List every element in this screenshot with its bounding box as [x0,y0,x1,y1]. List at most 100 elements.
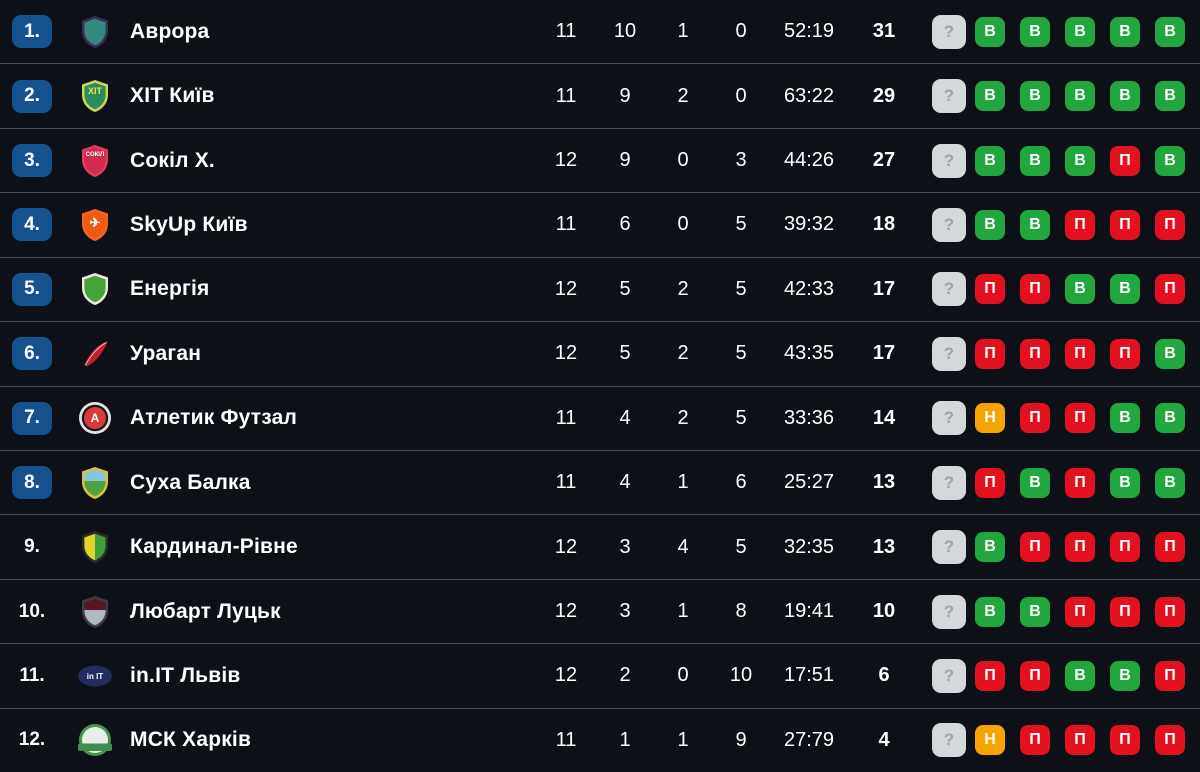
stat-draws: 2 [677,277,689,300]
form-win-icon: В [1110,16,1140,47]
stat-goal-ratio: 42:33 [783,277,835,300]
stat-losses: 9 [735,728,747,751]
table-row-11[interactable]: 11. in IT in.IT Львів 12 2 0 10 17:51 6 … [0,644,1200,709]
stat-losses: 0 [735,84,747,107]
stat-goal-ratio: 17:51 [783,664,835,687]
form-loss-icon: П [1155,209,1185,240]
form-history: ? В В П П П [932,207,1185,242]
svg-text:in IT: in IT [87,672,104,681]
rank-badge: 3. [12,144,52,178]
team-name[interactable]: Ураган [130,341,202,365]
table-row-2[interactable]: 2. ХІТ ХІТ Київ 11 9 2 0 63:22 29 ? В В В В В [0,64,1200,129]
stat-wins: 5 [619,342,631,365]
table-row-3[interactable]: 3. СОКІЛ Сокіл Х. 12 9 0 3 44:26 27 ? В В В… [0,129,1200,194]
team-name[interactable]: SkyUp Київ [130,212,248,236]
stat-goal-ratio: 63:22 [783,84,835,107]
table-row-6[interactable]: 6. Ураган 12 5 2 5 43:35 17 ? П П П П В [0,322,1200,387]
form-loss-icon: П [1155,596,1185,627]
table-row-5[interactable]: 5. Енергія 12 5 2 5 42:33 17 ? П П В В П [0,258,1200,323]
form-win-icon: В [1155,467,1185,498]
form-win-icon: В [1020,467,1050,498]
stat-wins: 5 [619,277,631,300]
stat-draws: 1 [677,728,689,751]
form-history: ? В В В В В [932,14,1185,49]
stat-games-played: 12 [554,664,578,687]
form-loss-icon: П [1110,145,1140,176]
team-name[interactable]: ХІТ Київ [130,84,215,108]
stat-draws: 0 [677,213,689,236]
rank-badge: 1. [12,15,52,49]
form-history: ? П П В В П [932,272,1185,307]
form-history: ? В П П П П [932,530,1185,565]
stat-draws: 1 [677,471,689,494]
form-history: ? В В В В В [932,79,1185,114]
svg-text:СОКІЛ: СОКІЛ [86,152,104,158]
team-name[interactable]: Енергія [130,277,210,301]
table-row-12[interactable]: 12. МСК Харків 11 1 1 9 27:79 4 ? Н П П П П [0,709,1200,772]
form-loss-icon: П [1065,532,1095,563]
team-logo-icon [76,721,114,759]
form-loss-icon: П [1065,403,1095,434]
stat-draws: 1 [677,20,689,43]
stat-points: 29 [872,84,896,107]
stat-wins: 4 [619,406,631,429]
stat-games-played: 12 [554,600,578,622]
stat-points: 13 [872,535,896,558]
rank-number: 3. [24,149,40,171]
team-name[interactable]: МСК Харків [130,728,252,752]
stat-draws: 2 [677,406,689,429]
team-name[interactable]: Кардинал-Рівне [130,535,298,559]
rank-number: 9. [24,536,40,558]
team-name[interactable]: Сокіл Х. [130,148,215,172]
table-row-8[interactable]: 8. Суха Балка 11 4 1 6 25:27 13 ? П В П В В [0,451,1200,516]
form-win-icon: В [1020,209,1050,240]
stat-losses: 5 [735,535,747,558]
form-loss-icon: П [1020,338,1050,369]
rank-badge: 7. [12,401,52,435]
form-history: ? П П П П В [932,336,1185,371]
form-win-icon: В [1020,596,1050,627]
team-name[interactable]: Суха Балка [130,470,251,494]
table-row-4[interactable]: 4. ✈ SkyUp Київ 11 6 0 5 39:32 18 ? В В П П П [0,193,1200,258]
form-loss-icon: П [1110,532,1140,563]
form-win-icon: В [975,596,1005,627]
table-row-7[interactable]: 7. A Атлетик Футзал 11 4 2 5 33:36 14 ? Н… [0,387,1200,451]
stat-games-played: 11 [555,728,577,751]
rank-number: 12. [18,729,46,751]
form-win-icon: В [1110,660,1140,691]
table-row-9[interactable]: 9. Кардинал-Рівне 12 3 4 5 32:35 13 ? В П П… [0,515,1200,580]
stat-games-played: 12 [554,149,578,172]
form-win-icon: В [1155,338,1185,369]
stat-points: 4 [878,728,890,751]
form-win-icon: В [975,16,1005,47]
rank-badge: 6. [12,337,52,371]
form-history: ? П П В В П [932,658,1185,693]
team-name[interactable]: Любарт Луцьк [130,599,281,623]
team-name[interactable]: Аврора [130,19,210,43]
stat-goal-ratio: 39:32 [783,213,835,236]
stat-goal-ratio: 52:19 [783,20,835,43]
form-loss-icon: П [1020,660,1050,691]
rank-number: 6. [24,342,40,364]
table-row-1[interactable]: 1. Аврора 11 10 1 0 52:19 31 ? В В В В В [0,0,1200,65]
rank-number: 2. [24,85,40,107]
form-unknown-icon: ? [932,272,966,307]
stat-wins: 2 [619,664,631,687]
team-logo-icon [76,13,114,51]
table-row-10[interactable]: 10. Любарт Луцьк 12 3 1 8 19:41 10 ? В В П П… [0,580,1200,645]
team-logo-icon: СОКІЛ [76,142,114,180]
stat-wins: 9 [619,84,631,107]
stat-wins: 6 [619,213,631,236]
stat-goal-ratio: 32:35 [783,535,835,558]
stat-games-played: 11 [555,213,577,236]
form-unknown-icon: ? [932,207,966,242]
team-name[interactable]: in.IT Львів [130,663,241,687]
stat-games-played: 11 [555,84,577,107]
form-loss-icon: П [1110,209,1140,240]
form-win-icon: В [975,209,1005,240]
team-logo-icon [76,464,114,502]
stat-goal-ratio: 19:41 [783,600,835,622]
team-name[interactable]: Атлетик Футзал [130,406,298,430]
rank-number: 8. [24,471,40,493]
rank-badge: 12. [12,724,52,757]
